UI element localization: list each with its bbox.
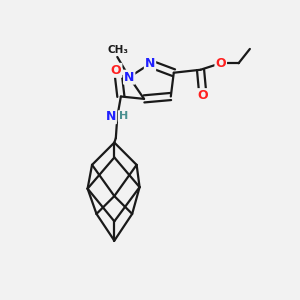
- Text: N: N: [124, 71, 134, 84]
- Text: N: N: [145, 57, 155, 70]
- Text: N: N: [106, 110, 116, 123]
- Text: O: O: [111, 64, 122, 77]
- Text: O: O: [215, 57, 226, 70]
- Text: CH₃: CH₃: [108, 45, 129, 55]
- Text: O: O: [197, 89, 208, 102]
- Text: H: H: [118, 111, 128, 121]
